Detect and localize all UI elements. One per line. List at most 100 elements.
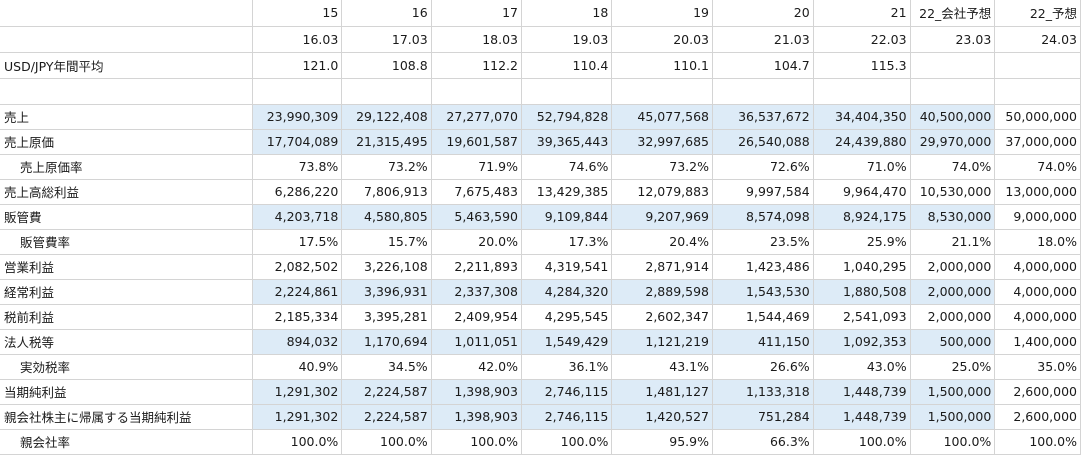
value-cell[interactable] bbox=[910, 52, 996, 79]
row-label[interactable]: 実効税率 bbox=[0, 354, 253, 380]
value-cell[interactable]: 2,600,000 bbox=[994, 404, 1081, 430]
value-cell[interactable]: 18.0% bbox=[994, 229, 1081, 255]
value-cell[interactable]: 23,990,309 bbox=[252, 104, 343, 130]
value-cell[interactable]: 17.5% bbox=[252, 229, 343, 255]
value-cell[interactable]: 8,530,000 bbox=[910, 204, 996, 230]
empty-cell[interactable] bbox=[521, 78, 613, 105]
value-cell[interactable]: 4,580,805 bbox=[341, 204, 432, 230]
value-cell[interactable]: 25.0% bbox=[910, 354, 996, 380]
value-cell[interactable]: 4,203,718 bbox=[252, 204, 343, 230]
value-cell[interactable] bbox=[994, 52, 1081, 79]
row-label[interactable]: 売上 bbox=[0, 104, 253, 130]
year-header-cell[interactable]: 21 bbox=[813, 0, 911, 27]
value-cell[interactable]: 73.8% bbox=[252, 154, 343, 180]
period-header-cell[interactable]: 21.03 bbox=[712, 26, 814, 53]
value-cell[interactable]: 1,398,903 bbox=[431, 404, 523, 430]
value-cell[interactable]: 1,170,694 bbox=[341, 329, 432, 355]
value-cell[interactable]: 37,000,000 bbox=[994, 129, 1081, 155]
value-cell[interactable]: 4,000,000 bbox=[994, 279, 1081, 305]
value-cell[interactable]: 23.5% bbox=[712, 229, 814, 255]
value-cell[interactable]: 1,040,295 bbox=[813, 254, 911, 280]
year-header-cell[interactable]: 15 bbox=[252, 0, 343, 27]
row-label[interactable]: 親会社株主に帰属する当期純利益 bbox=[0, 404, 253, 430]
value-cell[interactable]: 72.6% bbox=[712, 154, 814, 180]
year-header-cell[interactable]: 19 bbox=[611, 0, 713, 27]
value-cell[interactable]: 2,224,587 bbox=[341, 404, 432, 430]
value-cell[interactable]: 13,000,000 bbox=[994, 179, 1081, 205]
row-label[interactable]: 税前利益 bbox=[0, 304, 253, 330]
value-cell[interactable]: 100.0% bbox=[994, 429, 1081, 455]
row-label[interactable]: 売上高総利益 bbox=[0, 179, 253, 205]
value-cell[interactable]: 34,404,350 bbox=[813, 104, 911, 130]
value-cell[interactable]: 4,284,320 bbox=[521, 279, 613, 305]
value-cell[interactable]: 1,500,000 bbox=[910, 379, 996, 405]
value-cell[interactable]: 3,226,108 bbox=[341, 254, 432, 280]
corner-cell[interactable] bbox=[0, 0, 253, 27]
value-cell[interactable]: 1,880,508 bbox=[813, 279, 911, 305]
value-cell[interactable]: 17,704,089 bbox=[252, 129, 343, 155]
value-cell[interactable]: 9,964,470 bbox=[813, 179, 911, 205]
row-label[interactable]: 販管費 bbox=[0, 204, 253, 230]
value-cell[interactable]: 751,284 bbox=[712, 404, 814, 430]
value-cell[interactable]: 15.7% bbox=[341, 229, 432, 255]
empty-cell[interactable] bbox=[431, 78, 523, 105]
value-cell[interactable]: 73.2% bbox=[341, 154, 432, 180]
period-header-cell[interactable]: 18.03 bbox=[431, 26, 523, 53]
value-cell[interactable]: 21.1% bbox=[910, 229, 996, 255]
value-cell[interactable]: 100.0% bbox=[431, 429, 523, 455]
period-header-cell[interactable]: 22.03 bbox=[813, 26, 911, 53]
year-header-cell[interactable]: 22_予想 bbox=[994, 0, 1081, 27]
value-cell[interactable]: 4,000,000 bbox=[994, 254, 1081, 280]
value-cell[interactable]: 9,109,844 bbox=[521, 204, 613, 230]
value-cell[interactable]: 4,319,541 bbox=[521, 254, 613, 280]
value-cell[interactable]: 43.1% bbox=[611, 354, 713, 380]
value-cell[interactable]: 7,675,483 bbox=[431, 179, 523, 205]
value-cell[interactable]: 40,500,000 bbox=[910, 104, 996, 130]
empty-cell[interactable] bbox=[910, 78, 996, 105]
value-cell[interactable]: 25.9% bbox=[813, 229, 911, 255]
value-cell[interactable]: 115.3 bbox=[813, 52, 911, 79]
value-cell[interactable]: 1,481,127 bbox=[611, 379, 713, 405]
value-cell[interactable]: 2,000,000 bbox=[910, 254, 996, 280]
value-cell[interactable]: 2,224,861 bbox=[252, 279, 343, 305]
value-cell[interactable]: 2,000,000 bbox=[910, 279, 996, 305]
value-cell[interactable]: 9,997,584 bbox=[712, 179, 814, 205]
value-cell[interactable]: 104.7 bbox=[712, 52, 814, 79]
empty-cell[interactable] bbox=[994, 78, 1081, 105]
value-cell[interactable]: 2,409,954 bbox=[431, 304, 523, 330]
value-cell[interactable]: 1,549,429 bbox=[521, 329, 613, 355]
value-cell[interactable]: 74.0% bbox=[994, 154, 1081, 180]
value-cell[interactable]: 6,286,220 bbox=[252, 179, 343, 205]
value-cell[interactable]: 411,150 bbox=[712, 329, 814, 355]
empty-cell[interactable] bbox=[611, 78, 713, 105]
value-cell[interactable]: 100.0% bbox=[252, 429, 343, 455]
value-cell[interactable]: 4,295,545 bbox=[521, 304, 613, 330]
value-cell[interactable]: 2,211,893 bbox=[431, 254, 523, 280]
value-cell[interactable]: 1,121,219 bbox=[611, 329, 713, 355]
empty-cell[interactable] bbox=[341, 78, 432, 105]
value-cell[interactable]: 66.3% bbox=[712, 429, 814, 455]
value-cell[interactable]: 26.6% bbox=[712, 354, 814, 380]
value-cell[interactable]: 52,794,828 bbox=[521, 104, 613, 130]
value-cell[interactable]: 2,082,502 bbox=[252, 254, 343, 280]
value-cell[interactable]: 24,439,880 bbox=[813, 129, 911, 155]
value-cell[interactable]: 1,448,739 bbox=[813, 379, 911, 405]
value-cell[interactable]: 2,746,115 bbox=[521, 404, 613, 430]
value-cell[interactable]: 40.9% bbox=[252, 354, 343, 380]
value-cell[interactable]: 1,423,486 bbox=[712, 254, 814, 280]
value-cell[interactable]: 100.0% bbox=[521, 429, 613, 455]
value-cell[interactable]: 21,315,495 bbox=[341, 129, 432, 155]
year-header-cell[interactable]: 22_会社予想 bbox=[910, 0, 996, 27]
value-cell[interactable]: 1,544,469 bbox=[712, 304, 814, 330]
row-label[interactable]: 売上原価 bbox=[0, 129, 253, 155]
row-label[interactable]: 営業利益 bbox=[0, 254, 253, 280]
value-cell[interactable]: 2,746,115 bbox=[521, 379, 613, 405]
corner-cell[interactable] bbox=[0, 26, 253, 53]
value-cell[interactable]: 27,277,070 bbox=[431, 104, 523, 130]
value-cell[interactable]: 8,924,175 bbox=[813, 204, 911, 230]
row-label[interactable]: USD/JPY年間平均 bbox=[0, 52, 253, 79]
row-label[interactable]: 当期純利益 bbox=[0, 379, 253, 405]
value-cell[interactable]: 13,429,385 bbox=[521, 179, 613, 205]
value-cell[interactable]: 1,543,530 bbox=[712, 279, 814, 305]
value-cell[interactable]: 1,291,302 bbox=[252, 404, 343, 430]
